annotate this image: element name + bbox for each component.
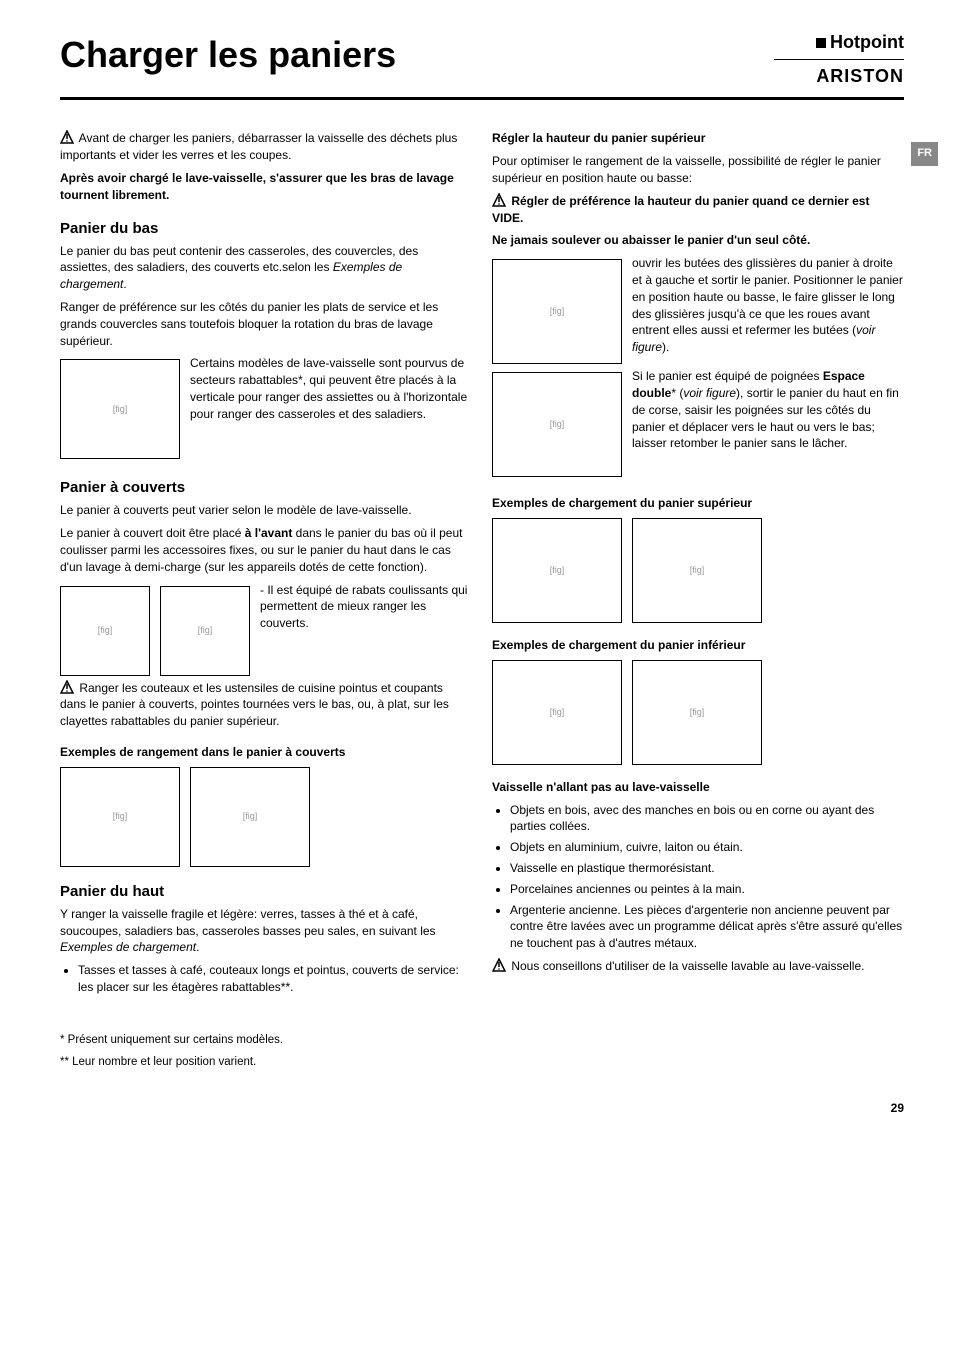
s2-p1: Le panier à couverts peut varier selon l… xyxy=(60,502,472,519)
s6-li1: Objets en bois, avec des manches en bois… xyxy=(510,802,904,836)
figure-upper-ex-a: [fig] xyxy=(492,518,622,623)
figure-height-b: [fig] xyxy=(492,372,622,477)
intro-warning-para: Avant de charger les paniers, débarrasse… xyxy=(60,130,472,164)
fig-row-lower-examples: [fig] [fig] xyxy=(492,660,904,765)
s4-p2: Régler de préférence la hauteur du panie… xyxy=(492,193,904,227)
heading-vaisselle-non: Vaisselle n'allant pas au lave-vaisselle xyxy=(492,779,904,796)
footnotes: * Présent uniquement sur certains modèle… xyxy=(60,1032,904,1070)
intro-warning-text: Avant de charger les paniers, débarrasse… xyxy=(60,131,457,162)
left-column: Avant de charger les paniers, débarrasse… xyxy=(60,130,472,1001)
s3-list: Tasses et tasses à café, couteaux longs … xyxy=(60,962,472,996)
s4-fig-block-b: [fig] Si le panier est équipé de poignée… xyxy=(492,368,904,481)
s6-list: Objets en bois, avec des manches en bois… xyxy=(492,802,904,952)
brand-icon xyxy=(816,38,826,48)
s6-li3: Vaisselle en plastique thermorésistant. xyxy=(510,860,904,877)
fig-row-cutlery-examples: [fig] [fig] xyxy=(60,767,472,867)
figure-cutlery-ex-b: [fig] xyxy=(190,767,310,867)
right-column: Régler la hauteur du panier supérieur Po… xyxy=(492,130,904,1001)
s2-fig-block: [fig] [fig] - Il est équipé de rabats co… xyxy=(60,582,472,680)
s1-p1: Le panier du bas peut contenir des casse… xyxy=(60,243,472,293)
figure-lower-ex-a: [fig] xyxy=(492,660,622,765)
heading-panier-haut: Panier du haut xyxy=(60,881,472,902)
brand-top: Hotpoint xyxy=(774,30,904,55)
warning-icon xyxy=(492,958,506,972)
warning-icon xyxy=(492,193,506,207)
s1-p2: Ranger de préférence sur les côtés du pa… xyxy=(60,299,472,349)
s4-p3: Ne jamais soulever ou abaisser le panier… xyxy=(492,232,904,249)
figure-cutlery-a: [fig] xyxy=(60,586,150,676)
brand-bottom-text: ARISTON xyxy=(774,64,904,89)
language-tab: FR xyxy=(911,142,938,165)
heading-panier-bas: Panier du bas xyxy=(60,218,472,239)
brand-block: Hotpoint ARISTON xyxy=(774,30,904,89)
s2-p2: Le panier à couvert doit être placé à l'… xyxy=(60,525,472,575)
page-number: 29 xyxy=(60,1100,904,1117)
s6-warn: Nous conseillons d'utiliser de la vaisse… xyxy=(492,958,904,975)
heading-panier-couverts: Panier à couverts xyxy=(60,477,472,498)
figure-upper-ex-b: [fig] xyxy=(632,518,762,623)
brand-top-text: Hotpoint xyxy=(830,30,904,55)
warning-icon xyxy=(60,680,74,694)
footnote-1: * Présent uniquement sur certains modèle… xyxy=(60,1032,904,1048)
figure-cutlery-b: [fig] xyxy=(160,586,250,676)
page-title: Charger les paniers xyxy=(60,30,396,80)
sub-exemples-sup: Exemples de chargement du panier supérie… xyxy=(492,495,904,512)
s4-p1: Pour optimiser le rangement de la vaisse… xyxy=(492,153,904,187)
figure-lower-ex-b: [fig] xyxy=(632,660,762,765)
sub-exemples-inf: Exemples de chargement du panier inférie… xyxy=(492,637,904,654)
s6-li2: Objets en aluminium, cuivre, laiton ou é… xyxy=(510,839,904,856)
s6-li4: Porcelaines anciennes ou peintes à la ma… xyxy=(510,881,904,898)
figure-height-a: [fig] xyxy=(492,259,622,364)
s4-fig-block-a: [fig] ouvrir les butées des glissières d… xyxy=(492,255,904,368)
figure-lower-rack: [fig] xyxy=(60,359,180,459)
s6-li5: Argenterie ancienne. Les pièces d'argent… xyxy=(510,902,904,952)
content-columns: FR Avant de charger les paniers, débarra… xyxy=(60,130,904,1001)
brand-divider xyxy=(774,59,904,60)
s3-li1: Tasses et tasses à café, couteaux longs … xyxy=(78,962,472,996)
intro-bold: Après avoir chargé le lave-vaisselle, s'… xyxy=(60,170,472,204)
s2-p4: Ranger les couteaux et les ustensiles de… xyxy=(60,680,472,730)
sub-exemples-couverts: Exemples de rangement dans le panier à c… xyxy=(60,744,472,761)
figure-cutlery-ex-a: [fig] xyxy=(60,767,180,867)
header-rule xyxy=(60,97,904,100)
page-header: Charger les paniers Hotpoint ARISTON xyxy=(60,30,904,89)
fig-row-upper-examples: [fig] [fig] xyxy=(492,518,904,623)
s3-p1: Y ranger la vaisselle fragile et légère:… xyxy=(60,906,472,956)
warning-icon xyxy=(60,130,74,144)
footnote-2: ** Leur nombre et leur position varient. xyxy=(60,1054,904,1070)
heading-regler-hauteur: Régler la hauteur du panier supérieur xyxy=(492,130,904,147)
s1-fig-block: [fig] Certains modèles de lave-vaisselle… xyxy=(60,355,472,463)
